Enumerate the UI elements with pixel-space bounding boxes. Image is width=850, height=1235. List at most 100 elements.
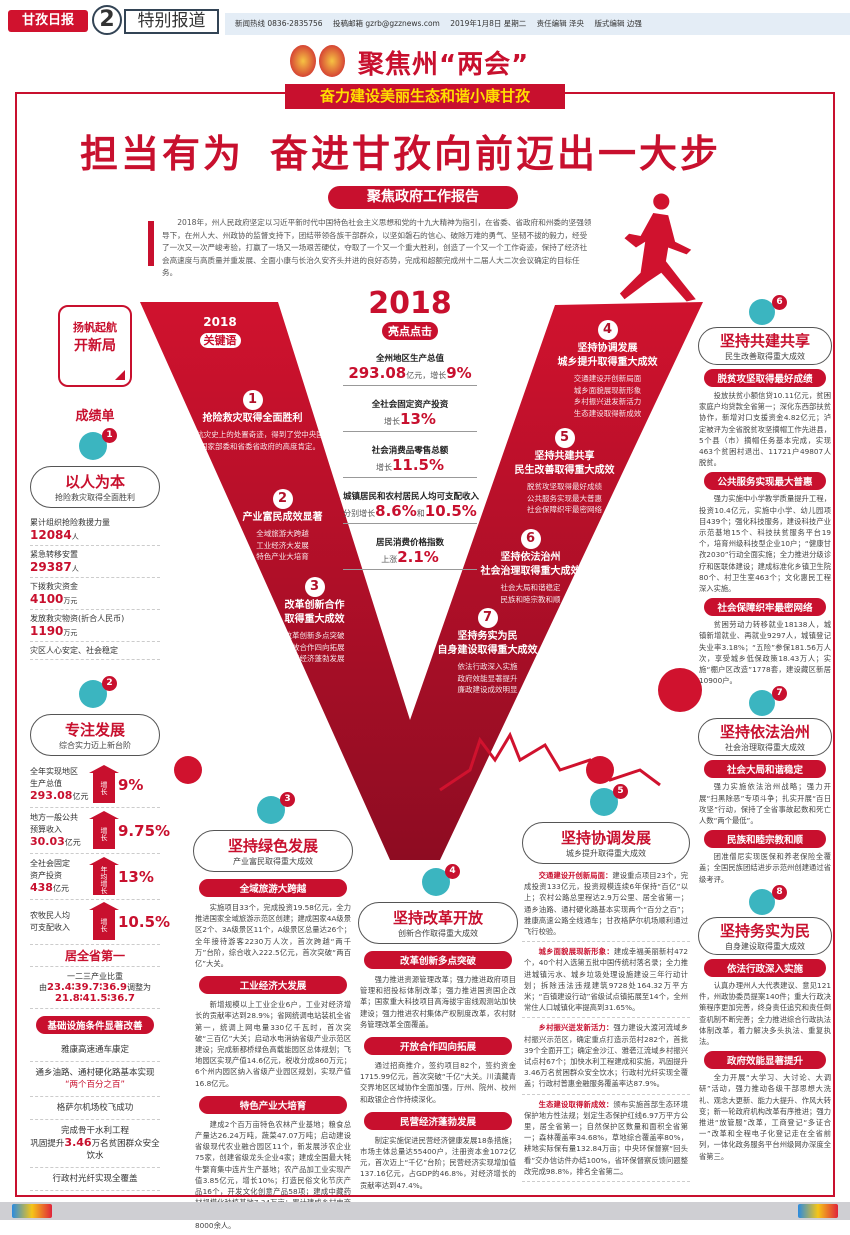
ship-icon: 4	[420, 864, 460, 898]
highlight-value1: 2.1%	[397, 548, 439, 566]
hand-phone-icon: 8	[747, 884, 787, 915]
keyword-desc: 交通建设开创新局面 城乡面貌展现新形象 乡村振兴迸发新活力 生态建设取得新成效	[573, 374, 642, 418]
stat-value: 29387	[30, 560, 72, 574]
keyword-desc: 社会大局和谐稳定 民族和睦宗教和顺	[500, 583, 561, 604]
growth-row: 地方一般公共 预算收入 30.03亿元 增长 9.75%	[30, 808, 170, 854]
icon-badge: 6	[772, 295, 787, 310]
ratio-from: 23.4∶39.7∶36.9	[47, 982, 127, 993]
growth-percent: 13%	[118, 867, 154, 886]
infra-text: 雅康高速通车康定	[60, 1045, 129, 1055]
subsection: 交通建设开创新局面：建设重点项目23个，完成投资133亿元，投资规模连续6年保持…	[522, 870, 690, 943]
highlight-value: 增长13%	[343, 410, 477, 428]
infra-pre: 巩固提升	[30, 1139, 65, 1149]
keyword-desc: 依法行政深入实施 政府效能显著提升 廉政建设成效明显	[457, 662, 518, 694]
stat-unit: 万元	[63, 629, 78, 637]
subsection-heading: 全域旅游大跨越	[199, 879, 347, 897]
right-column: 6 坚持共建共享 民生改善取得重大成效 脱贫攻坚取得最好成绩 投放扶贫小额信贷10.11…	[698, 295, 832, 1164]
icon-shape	[749, 888, 775, 915]
keyword-title: 坚持共建共享 民生改善取得重大成效	[514, 451, 615, 476]
highlights-label: 亮点点击	[382, 322, 438, 340]
infra-detail: 巩固提升3.46万名贫困群众安全饮水	[30, 1137, 160, 1162]
highlight-value2: 10.5%	[424, 502, 477, 520]
ratio-from-prefix: 由	[39, 983, 48, 992]
highlight-label: 全州地区生产总值	[375, 354, 444, 364]
section-title: 坚持务实为民	[719, 921, 810, 940]
section-title: 坚持协调发展	[560, 829, 651, 847]
icon-shape	[749, 690, 775, 717]
keyword-item: 6 坚持依法治州 社会治理取得重大成效 社会大局和谐稳定 民族和睦宗教和顺	[448, 527, 613, 605]
icon-badge: 1	[102, 428, 117, 443]
icon-badge: 7	[772, 686, 787, 702]
hands-box-icon: 6	[747, 295, 787, 325]
infra-item: 完成骨干水利工程 巩固提升3.46万名贫困群众安全饮水	[30, 1120, 160, 1168]
up-arrow-icon: 年均增长	[89, 856, 119, 895]
subsection: 乡村振兴迸发新活力：强力建设大渡河流域乡村振兴示范区，确定重点打造示范村282个…	[522, 1022, 690, 1095]
subsection: 开放合作四向拓展 通过招商推介，签约项目82个，签约资金1715.99亿元，首次突…	[358, 1037, 518, 1105]
launch-box: 扬帆起航 开新局	[58, 305, 132, 387]
hand-coin-icon: 2	[77, 676, 117, 710]
growth-value: 30.03	[30, 835, 65, 848]
highlight-value1: 11.5%	[391, 456, 445, 474]
infra-text: 完成骨干水利工程	[60, 1126, 129, 1136]
keyword-number: 4	[597, 320, 618, 340]
section-subtitle: 民生改善取得重大成效	[725, 352, 805, 361]
subsection-text: 建成幸福美丽新村472个，40个村入选第五批中国传统村落名录；全力推进城镇污水、…	[524, 947, 688, 1013]
keyword-number: 3	[304, 577, 325, 597]
stat-unit: 人	[71, 533, 79, 541]
keywords-header: 2018 关键语	[185, 315, 255, 348]
layout-editor: 版式编辑 边强	[594, 19, 642, 28]
headline-part2: 奋进甘孜向前迈出一大步	[270, 132, 722, 176]
growth-percent: 10.5%	[118, 913, 171, 931]
subsection: 工业经济大发展 新增规模以上工业企业6户，工业对经济增长的贡献率达到28.9%；省…	[193, 976, 353, 1089]
stat-value-line: 1190万元	[30, 624, 160, 638]
headline: 担当有为 奋进甘孜向前迈出一大步	[80, 123, 780, 178]
icon-badge: 8	[772, 884, 787, 900]
page-header: 甘孜日报 2 特别报道 新闻热线 0836-2835756 投稿邮箱 gzrb@…	[0, 0, 850, 38]
keyword-title: 产业富民成效显著	[242, 512, 323, 523]
section-title: 坚持依法治州	[719, 723, 810, 742]
subsection-text: 投放扶贫小额信贷10.11亿元，贫困家庭户均贷款全省第一；深化东西部扶贫协作，新…	[699, 391, 831, 468]
subsection-body: 交通建设开创新局面：建设重点项目23个，完成投资133亿元，投资规模连续6年保持…	[524, 870, 688, 937]
subsection-text: 制定实施促进民营经济健康发展18条措施；市场主体总量达55400户，注册资本金1…	[360, 1135, 516, 1190]
highlight-label: 居民消费价格指数	[375, 538, 444, 548]
growth-label-line1: 全社会固定	[30, 859, 70, 868]
subsection: 生态建设取得新成效：颁布实施首部生态环境保护地方性法规；划定生态保护红线6.97…	[522, 1099, 690, 1183]
keyword-item: 1 抢险救灾取得全面胜利 创造了抗灾史上的处置奇迹，得到了党中央国务院、国家部委和省…	[170, 388, 335, 452]
plane-icon: 5	[588, 784, 628, 818]
subsection: 依法行政深入实施 认真办理州人大代表建议、意见121件，州政协委员提案140件；重…	[698, 958, 832, 1047]
growth-row: 全年实现地区 生产总值 293.08亿元 增长 9%	[30, 762, 160, 808]
up-arrow-icon: 增长	[89, 810, 119, 849]
highlight-prefix: 分别增长	[343, 509, 376, 518]
subsection: 政府效能显著提升 全力开展“大学习、大讨论、大调研”活动，强力推动各级干部思想大洗…	[698, 1051, 832, 1162]
keyword-item: 3 改革创新合作 取得重大成效 改革创新多点突破 开放合作四向拓展 民营经济蓬勃发展	[232, 575, 397, 665]
growth-unit: 亿元	[52, 884, 69, 893]
growth-value: 438	[30, 881, 53, 894]
section-name: 特别报道	[124, 9, 219, 34]
subsection-heading: 民族和睦宗教和顺	[704, 830, 826, 849]
keyword-title: 抢险救灾取得全面胜利	[202, 413, 303, 424]
stat-label: 发放救灾物资(折合人民币)	[30, 614, 125, 623]
subsection: 民族和睦宗教和顺 团准僧尼实现医保和养老保险全覆盖；全国民族团结进步示范州创建通过…	[698, 830, 832, 885]
icon-shape	[749, 299, 775, 325]
launch-line2: 开新局	[74, 338, 116, 354]
keyword-desc: 全域旅游大跨越 工业经济大发展 特色产业大培育	[256, 529, 309, 561]
subsection-text: 全力开展“大学习、大讨论、大调研”活动，强力推动各级干部思想大洗礼、观念大更新、…	[699, 1073, 831, 1161]
highlight-value2: 9%	[446, 364, 472, 382]
highlight-value: 分别增长8.6%和10.5%	[343, 502, 477, 520]
keyword-item: 2 产业富民成效显著 全域旅游大跨越 工业经济大发展 特色产业大培育	[200, 487, 365, 563]
keyword-item: 4 坚持协调发展 城乡提升取得重大成效 交通建设开创新局面 城乡面貌展现新形象 乡村…	[525, 318, 690, 419]
section-title-pill: 坚持依法治州 社会治理取得重大成效	[698, 718, 832, 757]
stat-value: 1190	[30, 624, 64, 638]
growth-label-line1: 农牧民人均	[30, 911, 70, 920]
infra-quote: “两个百分之百”	[65, 1080, 125, 1090]
highlight-value: 293.08亿元，增长9%	[343, 364, 477, 382]
section-title: 专注发展	[64, 721, 125, 739]
subsection: 脱贫攻坚取得最好成绩投放扶贫小额信贷10.11亿元，贫困家庭户均贷款全省第一；深…	[698, 369, 832, 468]
highlight-item: 居民消费价格指数 上涨2.1%	[343, 532, 477, 570]
up-arrow-icon: 增长	[89, 902, 119, 940]
infra-item: 雅康高速通车康定	[30, 1039, 160, 1062]
growth-unit: 亿元	[72, 792, 89, 801]
highlight-item: 全州地区生产总值 293.08亿元，增长9%	[343, 348, 477, 386]
emblems	[290, 45, 348, 77]
subsection-heading: 脱贫攻坚取得最好成绩	[704, 369, 826, 387]
